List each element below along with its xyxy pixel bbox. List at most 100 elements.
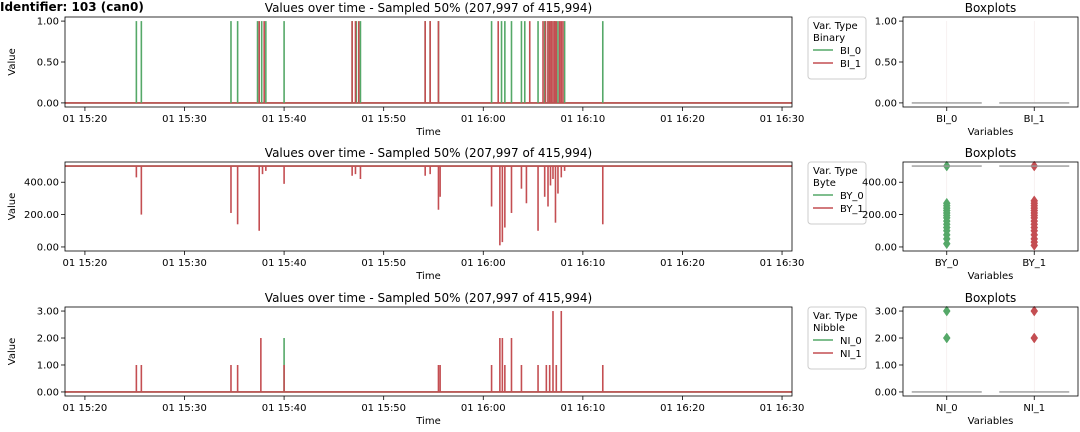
x-tick-label: BI_0	[936, 114, 957, 125]
y-tick-label: 3.00	[37, 307, 59, 318]
chart-title: Values over time - Sampled 50% (207,997 …	[265, 291, 592, 305]
plot-frame	[902, 161, 1079, 252]
legend-title: Var. Type	[813, 21, 858, 32]
y-tick-label: 0.00	[37, 387, 59, 398]
y-tick-label: 200.00	[862, 210, 897, 221]
x-tick-label: 01 16:20	[660, 258, 705, 269]
plot-frame	[902, 16, 1079, 108]
x-tick-label: 01 15:20	[63, 403, 108, 414]
legend-label: NI_0	[840, 336, 862, 347]
plot-frame	[64, 306, 793, 397]
y-tick-label: 1.00	[875, 17, 897, 28]
byte-time-chart: Values over time - Sampled 50% (207,997 …	[7, 146, 867, 282]
x-tick-label: 01 15:30	[162, 258, 207, 269]
x-axis-label: Time	[415, 271, 440, 282]
outlier-marker	[1030, 239, 1039, 251]
x-axis-label: Variables	[968, 127, 1014, 138]
x-tick-label: 01 15:50	[361, 403, 406, 414]
x-tick-label: NI_0	[936, 403, 958, 414]
binary-time-chart: Values over time - Sampled 50% (207,997 …	[7, 1, 867, 138]
x-tick-label: 01 16:30	[760, 258, 805, 269]
y-tick-label: 400.00	[24, 178, 59, 189]
y-tick-label: 2.00	[37, 334, 59, 345]
y-tick-label: 1.00	[875, 360, 897, 371]
legend-subtitle: Binary	[813, 33, 845, 44]
outlier-marker	[942, 332, 951, 344]
x-axis-label: Variables	[968, 271, 1014, 282]
x-axis-label: Time	[415, 127, 440, 138]
x-tick-label: BY_0	[935, 258, 959, 269]
y-tick-label: 200.00	[24, 210, 59, 221]
x-tick-label: BY_1	[1022, 258, 1046, 269]
x-tick-label: NI_1	[1023, 403, 1045, 414]
plot-frame	[64, 16, 793, 108]
legend-label: BY_0	[840, 191, 864, 202]
x-tick-label: 01 16:10	[560, 258, 605, 269]
legend-subtitle: Byte	[813, 178, 836, 189]
x-tick-label: 01 16:00	[461, 258, 506, 269]
nibble-box-chart: Boxplots 0.00 1.00 2.00 3.00 NI_0 NI_1 Variable…	[875, 291, 1079, 427]
y-tick-label: 0.00	[875, 387, 897, 398]
legend-label: BI_0	[840, 46, 861, 57]
x-tick-label: 01 16:00	[461, 114, 506, 125]
y-tick-label: 400.00	[862, 178, 897, 189]
chart-title: Boxplots	[965, 1, 1017, 15]
x-tick-label: 01 15:30	[162, 403, 207, 414]
outlier-marker	[1030, 332, 1039, 344]
x-tick-label: 01 16:30	[760, 403, 805, 414]
y-tick-label: 0.00	[875, 98, 897, 109]
x-axis-label: Variables	[968, 416, 1014, 427]
y-tick-label: 0.50	[875, 58, 897, 69]
y-axis-label: Value	[7, 338, 18, 365]
x-tick-label: BI_1	[1024, 114, 1045, 125]
x-tick-label: 01 15:50	[361, 114, 406, 125]
y-tick-label: 0.00	[37, 98, 59, 109]
outlier-marker	[1030, 305, 1039, 317]
x-tick-label: 01 15:30	[162, 114, 207, 125]
y-tick-label: 0.00	[37, 242, 59, 253]
y-tick-label: 3.00	[875, 307, 897, 318]
x-axis-label: Time	[415, 416, 440, 427]
binary-box-chart: Boxplots 0.00 0.50 1.00 BI_0 BI_1 Variables	[875, 1, 1079, 138]
x-tick-label: 01 15:40	[262, 403, 307, 414]
x-tick-label: 01 15:20	[63, 114, 108, 125]
chart-title: Values over time - Sampled 50% (207,997 …	[265, 146, 592, 160]
byte-box-chart: Boxplots 0.00 200.00 400.00 BY_0 BY_1 Variable…	[862, 146, 1079, 282]
x-tick-label: 01 16:00	[461, 403, 506, 414]
legend-title: Var. Type	[813, 166, 858, 177]
x-tick-label: 01 16:10	[560, 403, 605, 414]
x-tick-label: 01 15:40	[262, 258, 307, 269]
y-tick-label: 1.00	[37, 17, 59, 28]
legend-label: NI_1	[840, 349, 862, 360]
legend-label: BI_1	[840, 59, 861, 70]
plot-frame	[64, 161, 793, 252]
x-tick-label: 01 16:20	[660, 403, 705, 414]
y-axis-label: Value	[7, 193, 18, 220]
legend-subtitle: Nibble	[813, 323, 845, 334]
chart-title: Boxplots	[965, 291, 1017, 305]
y-tick-label: 0.00	[875, 242, 897, 253]
legend-label: BY_1	[840, 204, 864, 215]
outlier-marker	[942, 305, 951, 317]
x-tick-label: 01 15:40	[262, 114, 307, 125]
x-tick-label: 01 15:50	[361, 258, 406, 269]
figure-title: Identifier: 103 (can0)	[0, 0, 144, 14]
x-tick-label: 01 16:30	[760, 114, 805, 125]
y-tick-label: 0.50	[37, 58, 59, 69]
chart-title: Values over time - Sampled 50% (207,997 …	[265, 1, 592, 15]
outlier-marker	[942, 238, 951, 250]
chart-title: Boxplots	[965, 146, 1017, 160]
y-tick-label: 2.00	[875, 334, 897, 345]
plot-frame	[902, 306, 1079, 397]
y-axis-label: Value	[7, 48, 18, 75]
x-tick-label: 01 15:20	[63, 258, 108, 269]
x-tick-label: 01 16:20	[660, 114, 705, 125]
legend-title: Var. Type	[813, 311, 858, 322]
x-tick-label: 01 16:10	[560, 114, 605, 125]
y-tick-label: 1.00	[37, 360, 59, 371]
nibble-time-chart: Values over time - Sampled 50% (207,997 …	[7, 291, 867, 427]
